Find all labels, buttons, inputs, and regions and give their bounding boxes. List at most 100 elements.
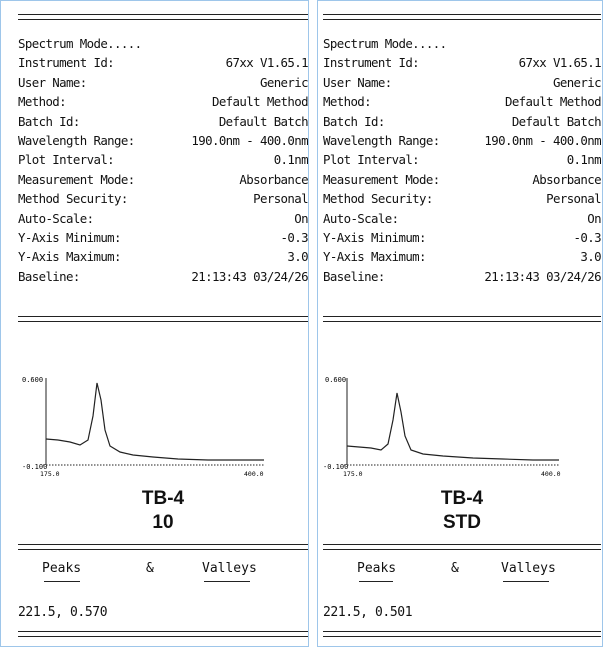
- valleys-underline: [204, 581, 250, 582]
- info-row: Y-Axis Minimum: -0.3: [18, 228, 309, 247]
- info-row: Baseline: 21:13:43 03/24/26: [323, 267, 602, 286]
- info-row: Y-Axis Maximum: 3.0: [18, 247, 309, 266]
- row-value: Default Batch: [218, 113, 309, 129]
- valleys-underline: [503, 581, 549, 582]
- ampersand: &: [451, 561, 459, 576]
- row-label: Y-Axis Minimum:: [323, 229, 427, 245]
- printout-left: Spectrum Mode..... Instrument Id: 67xx V1…: [18, 0, 309, 647]
- info-row: Instrument Id: 67xx V1.65.1: [18, 53, 309, 72]
- row-value: On: [587, 210, 601, 226]
- row-label: Measurement Mode:: [323, 171, 440, 187]
- row-value: 0.1nm: [273, 152, 309, 168]
- info-row: Plot Interval: 0.1nm: [323, 150, 602, 169]
- info-row: User Name: Generic: [18, 73, 309, 92]
- info-row: Method Security: Personal: [18, 189, 309, 208]
- valleys-label: Valleys: [501, 561, 556, 576]
- row-value: Default Method: [211, 94, 309, 110]
- ampersand: &: [146, 561, 154, 576]
- x-min-label: 175.0: [343, 470, 363, 478]
- info-row: Measurement Mode: Absorbance: [323, 170, 602, 189]
- info-rows: Spectrum Mode..... Instrument Id: 67xx V1…: [18, 34, 309, 286]
- row-label: Wavelength Range:: [323, 132, 440, 148]
- double-rule-peaks: [323, 544, 601, 550]
- info-row: Y-Axis Maximum: 3.0: [323, 247, 602, 266]
- row-value: 67xx V1.65.1: [225, 55, 309, 71]
- row-label: Y-Axis Minimum:: [18, 229, 122, 245]
- y-min-label: -0.100: [22, 463, 47, 471]
- row-label: User Name:: [323, 74, 392, 90]
- row-label: Baseline:: [18, 268, 80, 284]
- row-value: 3.0: [580, 249, 601, 265]
- x-min-label: 175.0: [40, 470, 60, 478]
- double-rule-mid: [18, 316, 308, 322]
- row-label: Batch Id:: [323, 113, 385, 129]
- row-value: Default Batch: [511, 113, 602, 129]
- valleys-label: Valleys: [202, 561, 257, 576]
- row-value: Generic: [552, 74, 602, 90]
- row-value: On: [294, 210, 308, 226]
- spectrum-plot: 0.600 -0.100 175.0 400.0: [22, 376, 264, 478]
- peaks-underline: [359, 581, 393, 582]
- info-row: Wavelength Range: 190.0nm - 400.0nm: [18, 131, 309, 150]
- peak-value: 221.5, 0.570: [18, 605, 108, 620]
- double-rule-bottom: [18, 631, 308, 637]
- info-row: Baseline: 21:13:43 03/24/26: [18, 267, 309, 286]
- double-rule-top: [18, 14, 308, 20]
- y-max-label: 0.600: [325, 376, 346, 384]
- peaks-label: Peaks: [42, 561, 82, 576]
- y-min-label: -0.100: [323, 463, 348, 471]
- info-rows: Spectrum Mode..... Instrument Id: 67xx V1…: [323, 34, 602, 286]
- row-value: Default Method: [504, 94, 602, 110]
- x-max-label: 400.0: [541, 470, 561, 478]
- double-rule-mid: [323, 316, 601, 322]
- row-label: Spectrum Mode.....: [323, 36, 447, 51]
- row-value: 67xx V1.65.1: [518, 55, 602, 71]
- peak-value: 221.5, 0.501: [323, 605, 413, 620]
- row-label: Instrument Id:: [18, 55, 115, 71]
- info-row: Batch Id: Default Batch: [18, 112, 309, 131]
- row-value: -0.3: [280, 229, 309, 245]
- row-value: Absorbance: [532, 171, 601, 187]
- sample-id: STD: [443, 512, 481, 533]
- peaks-underline: [44, 581, 80, 582]
- info-row: Wavelength Range: 190.0nm - 400.0nm: [323, 131, 602, 150]
- row-value: Personal: [546, 191, 601, 207]
- row-label: Wavelength Range:: [18, 132, 135, 148]
- row-value: -0.3: [573, 229, 602, 245]
- row-label: Auto-Scale:: [323, 210, 399, 226]
- row-label: Method:: [18, 94, 67, 110]
- sample-id: 10: [152, 512, 174, 533]
- row-value: 0.1nm: [566, 152, 602, 168]
- y-max-label: 0.600: [22, 376, 43, 384]
- row-label: Spectrum Mode.....: [18, 36, 142, 51]
- info-row: Spectrum Mode.....: [323, 34, 601, 53]
- row-value: 190.0nm - 400.0nm: [191, 132, 308, 148]
- row-label: Plot Interval:: [18, 152, 115, 168]
- row-label: Plot Interval:: [323, 152, 420, 168]
- info-row: Spectrum Mode.....: [18, 34, 308, 53]
- info-row: Method Security: Personal: [323, 189, 602, 208]
- row-label: User Name:: [18, 74, 87, 90]
- printout-right: Spectrum Mode..... Instrument Id: 67xx V1…: [323, 0, 602, 647]
- row-label: Method Security:: [323, 191, 433, 207]
- info-row: Plot Interval: 0.1nm: [18, 150, 309, 169]
- row-label: Instrument Id:: [323, 55, 420, 71]
- info-row: Batch Id: Default Batch: [323, 112, 602, 131]
- info-row: Auto-Scale: On: [18, 209, 309, 228]
- double-rule-bottom: [323, 631, 601, 637]
- info-row: Auto-Scale: On: [323, 209, 602, 228]
- sample-name: TB-4: [440, 488, 484, 509]
- row-value: Personal: [253, 191, 308, 207]
- x-max-label: 400.0: [244, 470, 264, 478]
- row-value: Generic: [259, 74, 309, 90]
- row-label: Method Security:: [18, 191, 128, 207]
- peaks-valleys-header: Peaks & Valleys: [18, 561, 308, 583]
- row-value: 21:13:43 03/24/26: [191, 268, 308, 284]
- sample-name: TB-4: [141, 488, 185, 509]
- row-label: Baseline:: [323, 268, 385, 284]
- panel-divider: [308, 0, 318, 647]
- row-label: Measurement Mode:: [18, 171, 135, 187]
- row-value: 21:13:43 03/24/26: [484, 268, 601, 284]
- info-row: Y-Axis Minimum: -0.3: [323, 228, 602, 247]
- peaks-valleys-header: Peaks & Valleys: [323, 561, 601, 583]
